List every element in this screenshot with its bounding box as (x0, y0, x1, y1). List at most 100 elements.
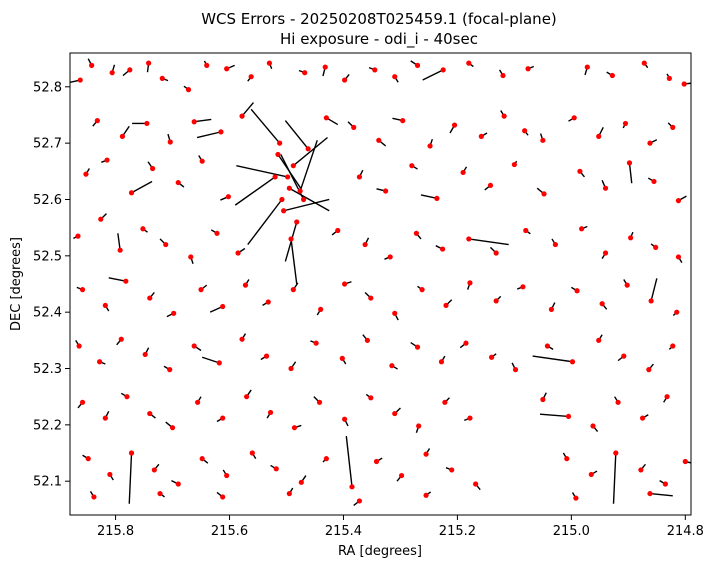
star-point (277, 140, 283, 146)
star-point (323, 115, 329, 121)
star-point (434, 195, 440, 201)
star-point (79, 399, 86, 405)
star-point (387, 254, 393, 260)
star-point (681, 81, 687, 87)
star-point (383, 188, 389, 194)
star-point (493, 250, 499, 256)
star-point (118, 336, 124, 342)
star-point (675, 254, 682, 260)
star-point (398, 472, 405, 479)
error-vector (250, 108, 281, 144)
star-point (239, 113, 245, 119)
star-point (199, 456, 205, 462)
star-point (285, 174, 291, 180)
star-point (204, 62, 210, 68)
y-tick-label: 52.7 (33, 137, 62, 152)
star-point (414, 344, 421, 350)
star-point (244, 394, 250, 400)
y-tick-label: 52.1 (33, 475, 62, 490)
star-point (175, 481, 181, 487)
star-point (460, 169, 466, 176)
star-point (142, 351, 148, 358)
star-point (128, 190, 135, 196)
error-vector (292, 136, 328, 167)
star-point (467, 415, 473, 421)
error-vector (685, 460, 691, 464)
star-point (124, 394, 130, 400)
x-tick-label: 215.8 (97, 524, 134, 539)
star-point (248, 74, 254, 80)
star-point (188, 254, 194, 260)
error-vector (201, 356, 220, 364)
star-point (316, 399, 323, 405)
star-point (159, 75, 165, 81)
star-point (119, 133, 126, 139)
star-point (440, 67, 446, 73)
star-point (626, 160, 633, 166)
error-vector (532, 355, 573, 363)
error-vector (299, 140, 318, 192)
star-point (416, 423, 422, 429)
star-point (76, 343, 82, 349)
star-point (98, 216, 104, 222)
star-point (102, 302, 108, 309)
star-point (146, 60, 152, 66)
star-point (322, 64, 328, 70)
y-tick-label: 52.6 (33, 193, 62, 208)
star-point (674, 309, 680, 315)
y-tick-label: 52.2 (33, 418, 62, 433)
star-point (147, 410, 153, 417)
star-point (104, 157, 110, 163)
star-point (140, 226, 146, 232)
star-point (613, 450, 619, 456)
star-point (664, 394, 670, 400)
star-point (273, 466, 279, 472)
star-point (409, 163, 415, 169)
star-point (662, 481, 668, 487)
star-point (128, 450, 135, 456)
star-point (175, 179, 181, 186)
star-point (574, 288, 580, 294)
star-point (89, 62, 95, 68)
axes-frame (69, 52, 692, 516)
error-vector (612, 452, 617, 504)
star-point (500, 72, 506, 79)
axis-ticks: 215.8 215.6 215.4 215.2 215.0 214.8 52.1 52.2 52… (33, 80, 704, 539)
star-point (511, 161, 517, 168)
star-point (548, 306, 555, 312)
star-point (218, 129, 224, 135)
star-point (544, 343, 551, 349)
star-point (584, 64, 590, 70)
star-point (127, 67, 133, 73)
chart-subtitle: Hi exposure - odi_i - 40sec (280, 30, 478, 49)
error-vector (288, 187, 330, 212)
star-point (641, 60, 647, 66)
star-point (609, 72, 615, 79)
star-point (198, 287, 204, 293)
error-vector (650, 278, 658, 302)
star-point (291, 425, 298, 431)
star-point (279, 196, 285, 203)
y-axis-label: DEC [degrees] (9, 237, 24, 331)
star-point (266, 60, 273, 66)
star-point (579, 226, 585, 232)
error-vector (128, 452, 133, 504)
star-point (242, 282, 249, 288)
star-point (466, 236, 472, 242)
star-point (368, 395, 374, 401)
star-point (599, 301, 605, 307)
star-point (286, 490, 292, 497)
star-point (602, 185, 609, 191)
star-point (389, 363, 395, 369)
star-point (362, 241, 368, 248)
star-point (615, 399, 621, 405)
star-point (624, 282, 630, 288)
star-point (109, 70, 115, 76)
star-point (423, 451, 429, 457)
star-point (364, 337, 370, 343)
star-point (318, 306, 324, 312)
star-point (297, 188, 303, 194)
star-point (670, 124, 676, 130)
star-point (85, 456, 91, 462)
x-tick-label: 215.2 (439, 524, 476, 539)
